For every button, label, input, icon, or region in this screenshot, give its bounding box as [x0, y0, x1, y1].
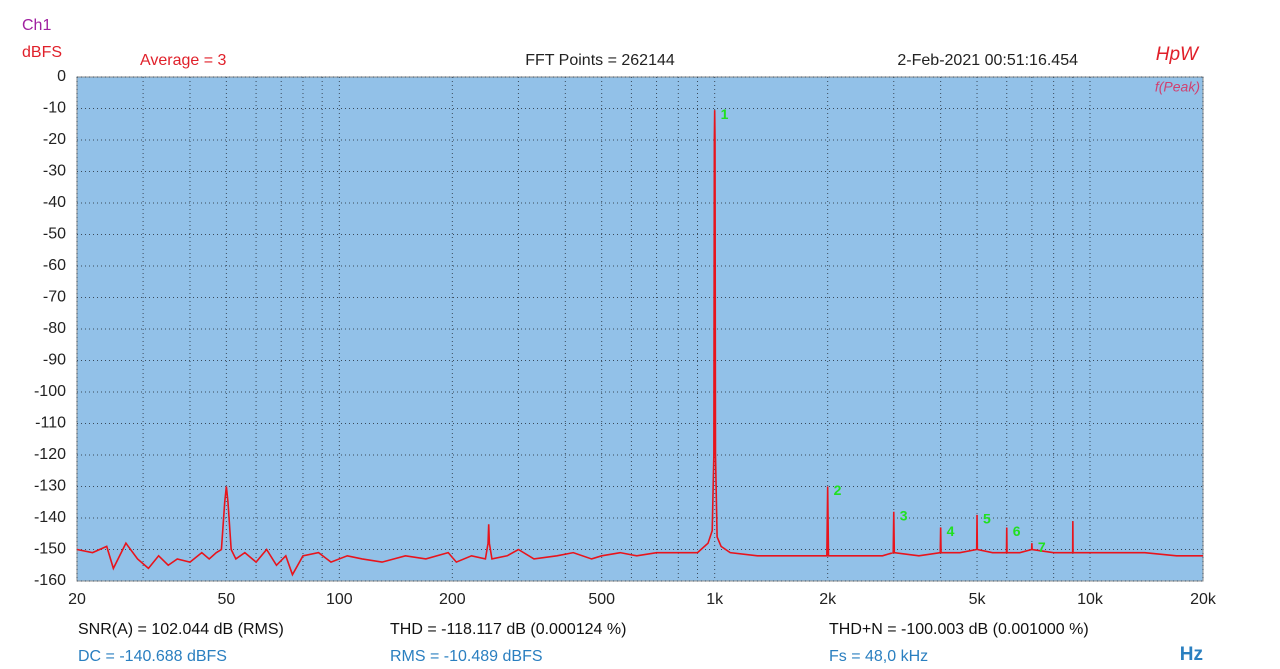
peak-label: 1: [721, 106, 729, 122]
stat: SNR(A) = 102.044 dB (RMS): [78, 621, 284, 638]
header-average: Average = 3: [140, 52, 227, 69]
stat: Fs = 48,0 kHz: [829, 648, 928, 665]
peak-label: 3: [900, 507, 908, 523]
peak-label: 6: [1013, 523, 1021, 539]
y-tick-label: -130: [34, 478, 66, 495]
x-axis-label: Hz: [1180, 644, 1203, 665]
y-tick-label: -40: [43, 194, 66, 211]
y-tick-label: 0: [57, 68, 66, 85]
x-tick-label: 5k: [969, 591, 987, 608]
y-tick-label: -20: [43, 131, 66, 148]
x-tick-label: 10k: [1077, 591, 1104, 608]
stat: THD = -118.117 dB (0.000124 %): [390, 621, 626, 638]
y-tick-label: -10: [43, 100, 66, 117]
y-tick-label: -60: [43, 257, 66, 274]
y-tick-label: -30: [43, 163, 66, 180]
peak-label: 2: [834, 482, 842, 498]
x-tick-label: 100: [326, 591, 353, 608]
peak-label: 7: [1038, 539, 1046, 555]
y-tick-label: -70: [43, 289, 66, 306]
x-tick-label: 1k: [706, 591, 724, 608]
peak-label: 5: [983, 511, 991, 527]
stat: THD+N = -100.003 dB (0.001000 %): [829, 621, 1089, 638]
x-tick-label: 20: [68, 591, 86, 608]
stat: DC = -140.688 dBFS: [78, 648, 227, 665]
brand: HpW: [1156, 44, 1200, 65]
x-tick-label: 50: [217, 591, 235, 608]
y-tick-label: -110: [35, 415, 66, 432]
y-axis-label: dBFS: [22, 44, 62, 61]
x-tick-label: 200: [439, 591, 466, 608]
y-tick-label: -150: [34, 541, 66, 558]
y-tick-label: -160: [34, 572, 66, 589]
x-tick-label: 500: [588, 591, 615, 608]
channel-label: Ch1: [22, 17, 51, 34]
y-tick-label: -120: [34, 446, 66, 463]
y-tick-label: -90: [43, 352, 66, 369]
header-date: 2-Feb-2021 00:51:16.454: [897, 52, 1078, 69]
marker-mode: f(Peak): [1155, 79, 1200, 95]
spectrum-line: [76, 110, 1203, 577]
y-tick-label: -140: [34, 509, 66, 526]
y-tick-label: -100: [34, 383, 66, 400]
peak-label: 4: [947, 523, 955, 539]
plot-area: [76, 76, 1204, 582]
header-fft: FFT Points = 262144: [525, 52, 675, 69]
x-tick-label: 20k: [1190, 591, 1217, 608]
stat: RMS = -10.489 dBFS: [390, 648, 543, 665]
y-tick-label: -80: [43, 320, 66, 337]
y-tick-label: -50: [43, 226, 66, 243]
x-tick-label: 2k: [819, 591, 837, 608]
